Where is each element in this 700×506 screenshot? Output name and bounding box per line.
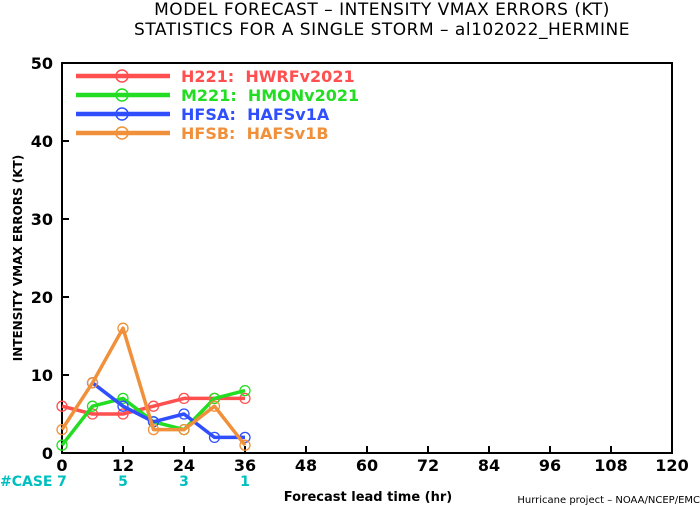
case-count: 1 [240, 474, 250, 490]
x-tick-label: 108 [594, 456, 627, 475]
legend-marker [115, 88, 129, 102]
x-axis: 0 12 24 36 48 60 72 84 96 108 120 [56, 446, 689, 475]
legend-marker [115, 69, 129, 83]
y-axis-label: INTENSITY VMAX ERRORS (KT) [11, 155, 25, 361]
data-point [86, 400, 99, 412]
credit-text: Hurricane project – NOAA/NCEP/EMC [517, 495, 700, 506]
plot-frame [61, 62, 673, 454]
data-point [147, 400, 160, 412]
data-point [239, 384, 251, 397]
x-tick-label: 72 [417, 456, 439, 475]
legend-label: M221: HMONv2021 [181, 86, 359, 105]
legend-label: HFSA: HAFSv1A [181, 105, 330, 124]
y-tick-label: 40 [31, 132, 53, 151]
y-tick-label: 50 [31, 54, 53, 73]
case-count: 7 [57, 474, 67, 490]
data-point [208, 431, 221, 444]
case-label: #CASE [0, 474, 53, 490]
series-line [60, 326, 247, 447]
x-tick-label: 96 [539, 456, 561, 475]
case-count: 5 [118, 474, 128, 490]
legend-item: M221: HMONv2021 [76, 86, 359, 105]
chart-subtitle: STATISTICS FOR A SINGLE STORM – al102022… [134, 20, 630, 40]
series-2 [86, 377, 251, 444]
legend-marker [115, 126, 129, 140]
data-point [178, 392, 190, 405]
data-point [208, 400, 221, 412]
y-tick-label: 30 [31, 210, 53, 229]
data-point [117, 408, 129, 420]
x-tick-label: 24 [173, 456, 195, 475]
data-point [178, 408, 190, 420]
y-tick-label: 20 [31, 288, 53, 307]
x-tick-label: 12 [112, 456, 134, 475]
series-layer [56, 322, 251, 451]
legend-item: HFSA: HAFSv1A [76, 105, 330, 124]
data-point [56, 439, 68, 451]
legend-marker [115, 107, 129, 121]
case-counts: 7 5 3 1 [57, 474, 250, 490]
series-3 [56, 322, 251, 451]
case-count: 3 [179, 474, 189, 490]
data-point [117, 322, 129, 334]
x-tick-label: 60 [356, 456, 378, 475]
x-tick-label: 120 [655, 456, 688, 475]
data-point [147, 423, 160, 436]
x-tick-label: 84 [478, 456, 500, 475]
data-point [56, 400, 68, 412]
legend-label: H221: HWRFv2021 [181, 67, 355, 86]
data-point [56, 423, 68, 436]
legend-item: H221: HWRFv2021 [76, 67, 355, 86]
y-axis: 0 10 20 30 40 50 [31, 54, 69, 463]
data-point [208, 392, 221, 405]
legend-label: HFSB: HAFSv1B [181, 124, 329, 143]
data-point [239, 392, 251, 405]
x-tick-label: 48 [295, 456, 317, 475]
data-point [239, 439, 251, 451]
y-tick-label: 10 [31, 366, 53, 385]
data-point [117, 400, 129, 412]
x-axis-label: Forecast lead time (hr) [284, 490, 452, 505]
x-tick-label: 36 [234, 456, 256, 475]
x-tick-label: 0 [56, 456, 67, 475]
data-point [178, 423, 190, 436]
chart-title: MODEL FORECAST – INTENSITY VMAX ERRORS (… [154, 0, 610, 20]
y-tick-label: 0 [42, 444, 53, 463]
data-point [117, 392, 129, 405]
data-point [86, 377, 99, 389]
legend-item: HFSB: HAFSv1B [76, 124, 329, 143]
